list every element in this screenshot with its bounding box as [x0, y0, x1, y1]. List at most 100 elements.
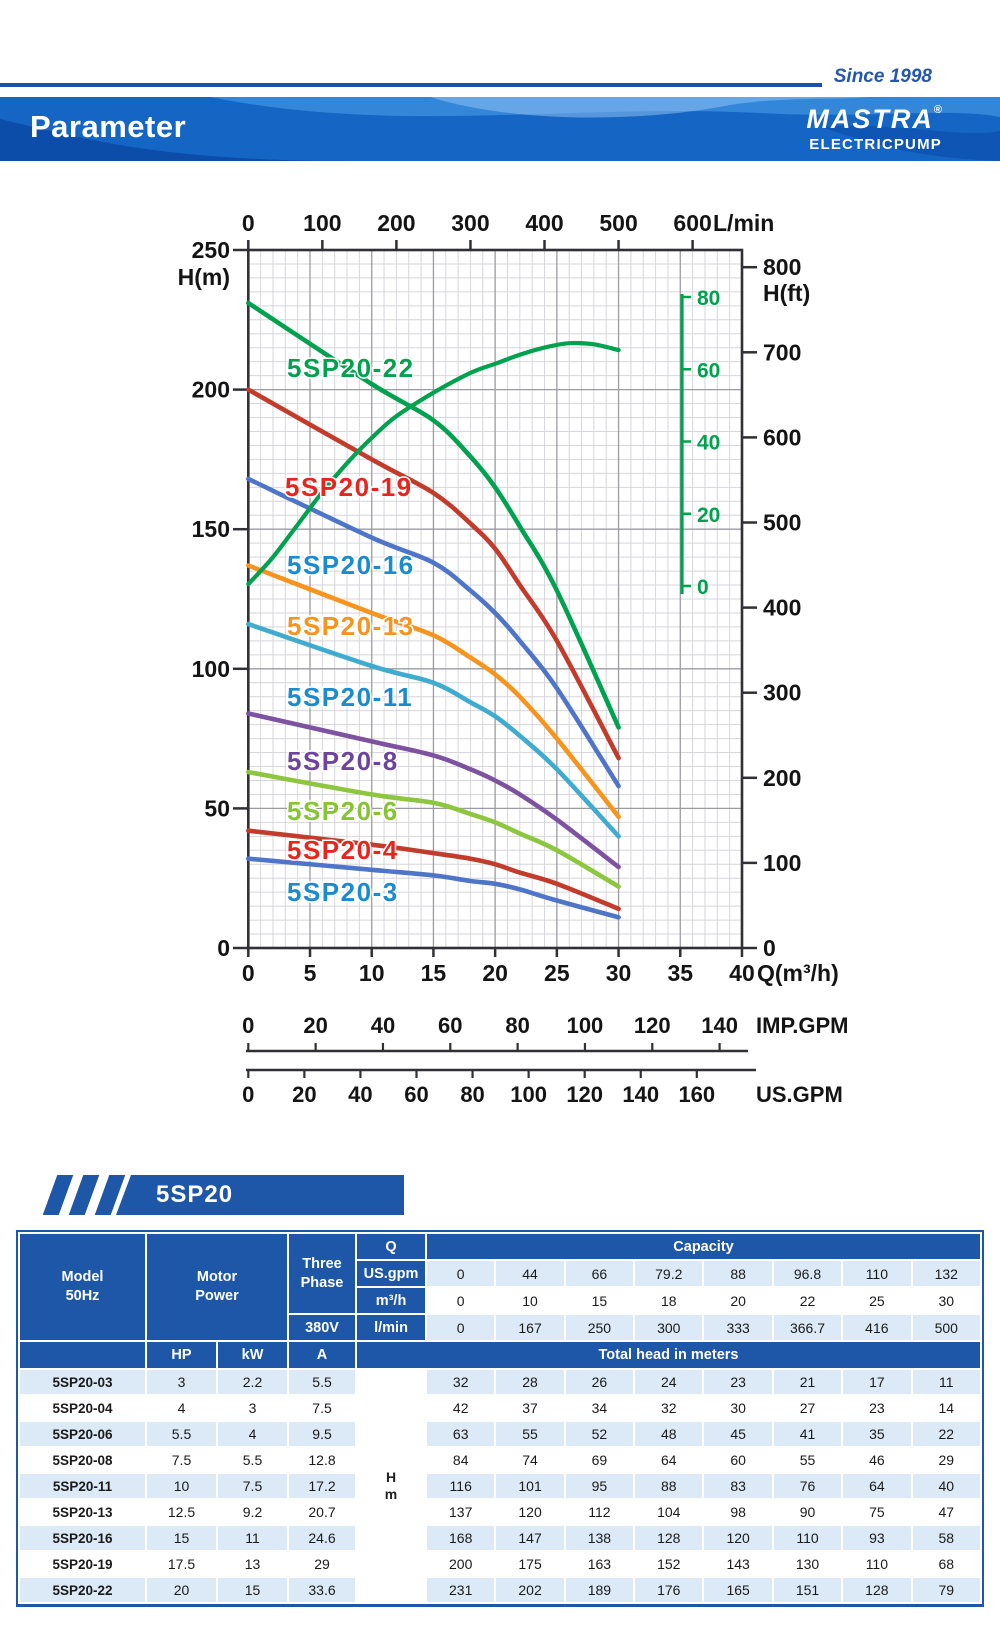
imp-axis-title: IMP.GPM — [756, 1013, 849, 1038]
model-cell: 5SP20-22 — [18, 1576, 147, 1604]
header-rule — [0, 83, 822, 87]
bottom-axis-title: Q(m³/h) — [757, 960, 839, 986]
head-value-cell: 24 — [633, 1368, 705, 1396]
head-value-cell: 93 — [841, 1524, 913, 1552]
head-value-cell: 137 — [425, 1498, 497, 1526]
efficiency-tick-label: 20 — [697, 504, 720, 527]
amp-cell: 33.6 — [287, 1576, 358, 1604]
imp-tick-label: 140 — [701, 1013, 738, 1038]
table-head: Model 50Hz Motor Power Three Phase Q Capacity US… — [18, 1232, 983, 1370]
capacity-value-cell: 416 — [841, 1313, 913, 1342]
head-value-cell: 79 — [910, 1576, 983, 1604]
imp-tick-label: 80 — [505, 1013, 529, 1038]
head-value-cell: 176 — [633, 1576, 705, 1604]
capacity-value-cell: 10 — [494, 1286, 566, 1315]
efficiency-axis: 80 60 40 20 0 — [680, 287, 720, 599]
top-axis-lmin: 0 100 200 300 400 500 600 L/min — [242, 210, 774, 250]
model-cell: 5SP20-19 — [18, 1550, 147, 1578]
curve-5SP20-8 — [246, 711, 621, 870]
three-phase-header: Three Phase — [287, 1232, 358, 1315]
head-value-cell: 41 — [771, 1420, 844, 1448]
bottom-axis-q: 0 5 10 15 20 25 30 35 40 Q(m³/h) — [242, 948, 839, 986]
pump-performance-chart: 0 100 200 300 400 500 600 L/min250200150100500H… — [178, 210, 849, 1107]
hp-cell: 7.5 — [145, 1446, 218, 1474]
head-value-cell: 64 — [633, 1446, 705, 1474]
head-value-cell: 130 — [771, 1550, 844, 1578]
right-axis-tick-label: 500 — [763, 510, 801, 536]
hp-cell: 17.5 — [145, 1550, 218, 1578]
left-axis-tick-label: 150 — [192, 516, 230, 542]
head-value-cell: 143 — [702, 1550, 774, 1578]
head-value-cell: 120 — [702, 1524, 774, 1552]
top-axis-tick-label: 200 — [377, 210, 415, 236]
imp-tick-label: 0 — [242, 1013, 254, 1038]
unit-header: l/min — [355, 1313, 428, 1342]
right-axis-tick-label: 300 — [763, 680, 801, 706]
us-tick-label: 40 — [348, 1082, 372, 1107]
q-header: Q — [355, 1232, 428, 1261]
head-value-cell: 231 — [425, 1576, 497, 1604]
curve-5SP20-11 — [246, 621, 621, 839]
head-value-cell: 74 — [494, 1446, 566, 1474]
head-value-cell: 14 — [910, 1394, 983, 1422]
voltage-header: 380V — [287, 1313, 358, 1342]
top-axis-tick-label: 500 — [599, 210, 637, 236]
head-value-cell: 52 — [563, 1420, 636, 1448]
right-axis-title: H(ft) — [763, 280, 810, 306]
model-cell: 5SP20-03 — [18, 1368, 147, 1396]
head-value-cell: 35 — [841, 1420, 913, 1448]
motor-power-header: Motor Power — [144, 1232, 290, 1342]
capacity-value-cell: 0 — [425, 1286, 497, 1315]
capacity-value-cell: 0 — [425, 1259, 497, 1288]
kw-cell: 4 — [215, 1420, 290, 1448]
head-value-cell: 17 — [841, 1368, 913, 1396]
head-value-cell: 22 — [910, 1420, 983, 1448]
head-value-cell: 88 — [633, 1472, 705, 1500]
curve-label-5SP20-19: 5SP20-19 — [285, 472, 413, 502]
head-value-cell: 138 — [563, 1524, 636, 1552]
kw-cell: 2.2 — [215, 1368, 290, 1396]
left-axis-tick-label: 250 — [192, 237, 230, 263]
us-tick-label: 140 — [622, 1082, 659, 1107]
us-tick-label: 60 — [404, 1082, 428, 1107]
bottom-axis-tick-label: 20 — [482, 960, 508, 986]
curve-5SP20-19 — [246, 387, 621, 761]
table-row: 5SP20-13 12.5 9.2 20.7 137 120 112 104 98 90 75 47 — [18, 1498, 983, 1526]
head-value-cell: 48 — [633, 1420, 705, 1448]
head-curves — [246, 300, 621, 920]
head-value-cell: 64 — [841, 1472, 913, 1500]
table-row: 5SP20-16 15 11 24.6 168 147 138 128 120 110 93 58 — [18, 1524, 983, 1552]
us-gpm-axis: 0 20 40 60 80 100 120 140 160 US.GPM — [242, 1068, 843, 1107]
efficiency-tick-label: 80 — [697, 287, 720, 310]
hp-cell: 15 — [145, 1524, 218, 1552]
right-axis-tick-label: 400 — [763, 595, 801, 621]
head-value-cell: 75 — [841, 1498, 913, 1526]
us-tick-label: 100 — [510, 1082, 547, 1107]
kw-cell: 7.5 — [215, 1472, 290, 1500]
head-value-cell: 110 — [841, 1550, 913, 1578]
head-value-cell: 128 — [633, 1524, 705, 1552]
capacity-value-cell: 66 — [563, 1259, 636, 1288]
curve-label-5SP20-22: 5SP20-22 — [287, 353, 415, 383]
kw-cell: 9.2 — [215, 1498, 290, 1526]
top-axis-tick-label: 100 — [303, 210, 341, 236]
capacity-value-cell: 132 — [910, 1259, 983, 1288]
efficiency-tick-label: 60 — [697, 359, 720, 382]
head-value-cell: 112 — [563, 1498, 636, 1526]
head-value-cell: 120 — [494, 1498, 566, 1526]
sub-header-kw: kW — [215, 1340, 290, 1370]
top-axis-title: L/min — [713, 210, 774, 236]
head-value-cell: 163 — [563, 1550, 636, 1578]
imp-tick-label: 60 — [438, 1013, 462, 1038]
capacity-value-cell: 96.8 — [771, 1259, 844, 1288]
top-axis-tick-label: 600 — [673, 210, 711, 236]
capacity-value-cell: 30 — [910, 1286, 983, 1315]
head-value-cell: 84 — [425, 1446, 497, 1474]
brand-logo: MASTRA® ELECTRICPUMP — [806, 104, 942, 153]
head-value-cell: 95 — [563, 1472, 636, 1500]
head-value-cell: 21 — [771, 1368, 844, 1396]
bottom-axis-tick-label: 0 — [242, 960, 255, 986]
head-value-cell: 42 — [425, 1394, 497, 1422]
